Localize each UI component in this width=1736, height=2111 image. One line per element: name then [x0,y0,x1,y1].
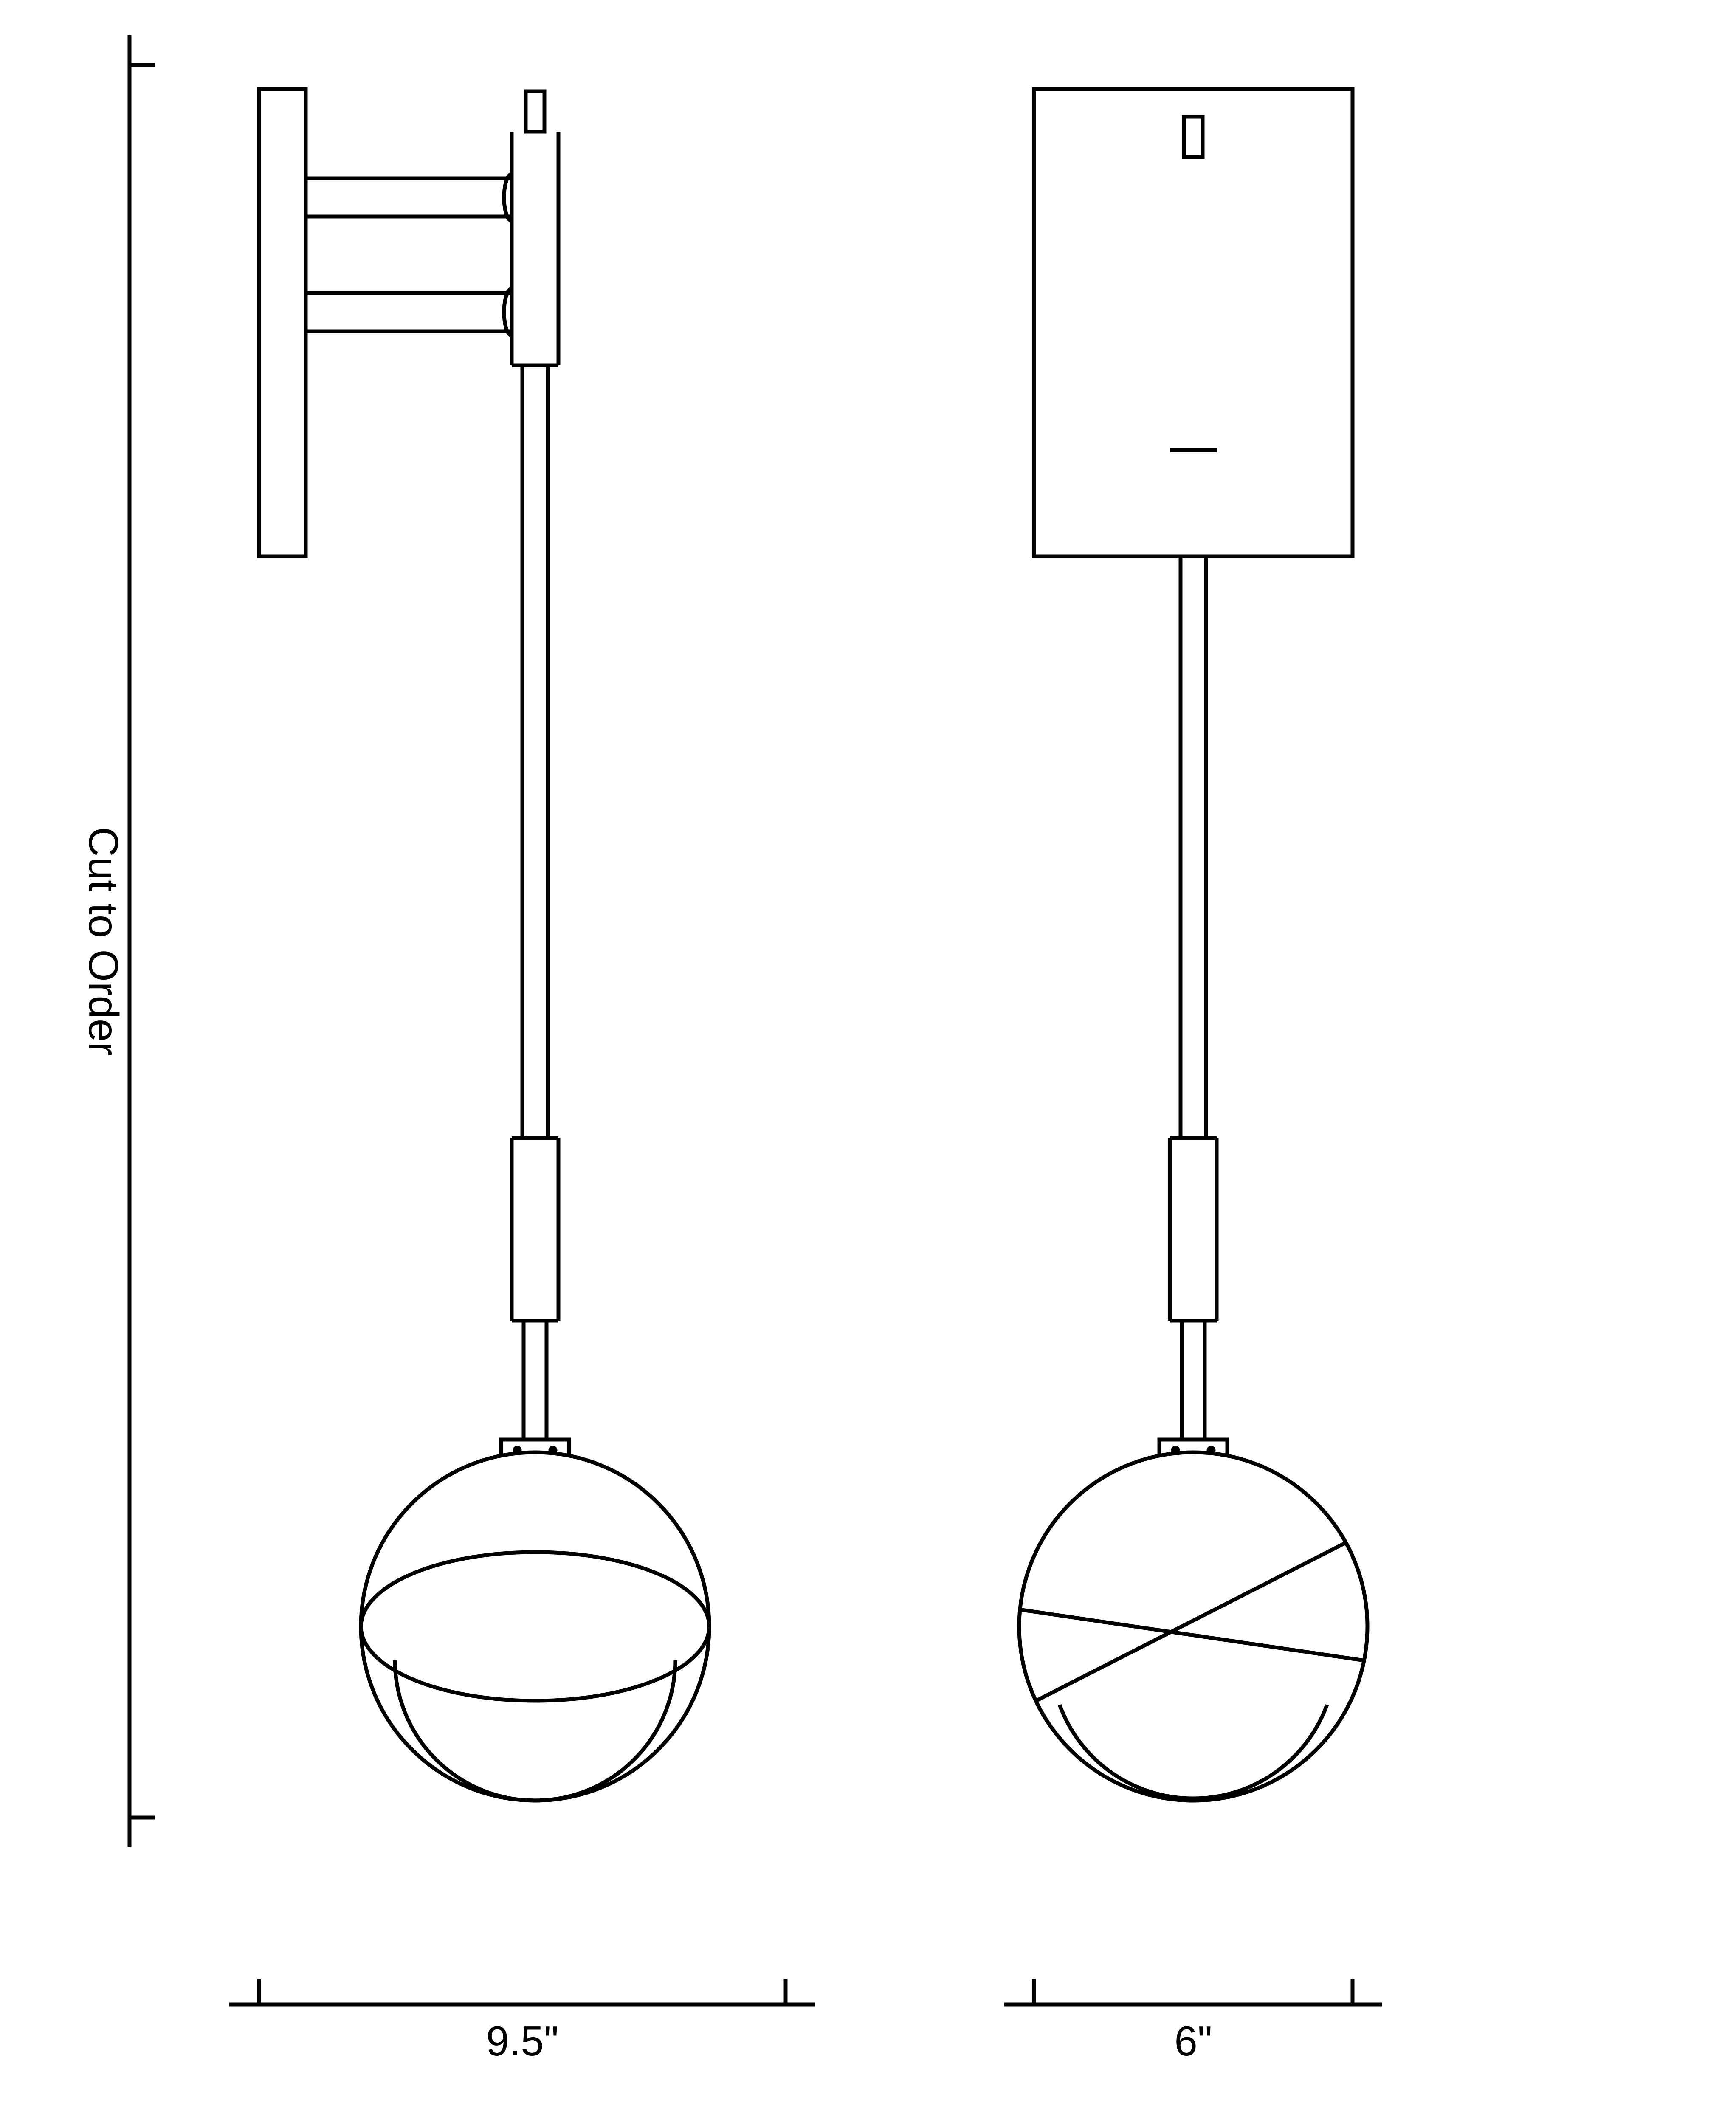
hdim-side-text: 9.5" [486,2018,558,2064]
technical-drawing: Cut to Order 9.5" 6" [0,0,1736,2111]
hdim-front-text: 6" [1174,2018,1212,2064]
side-wall-plate [259,89,306,556]
side-arm-0 [306,178,512,217]
side-finial-cap [526,91,544,132]
front-wall-plate [1034,89,1353,556]
side-elevation [306,132,558,1440]
front-stemlet [1182,1321,1205,1440]
side-stemlet [524,1321,547,1440]
front-finial-cap [1184,117,1203,157]
front-collar [1170,1138,1217,1321]
side-upper-tube [512,132,558,365]
front-shade-sphere [1019,1452,1367,1801]
vdim-text: Cut to Order [80,827,127,1056]
side-arm-1 [306,293,512,331]
side-drop-rod [522,365,548,1138]
side-collar [512,1138,558,1321]
side-shade-sphere [361,1452,709,1801]
